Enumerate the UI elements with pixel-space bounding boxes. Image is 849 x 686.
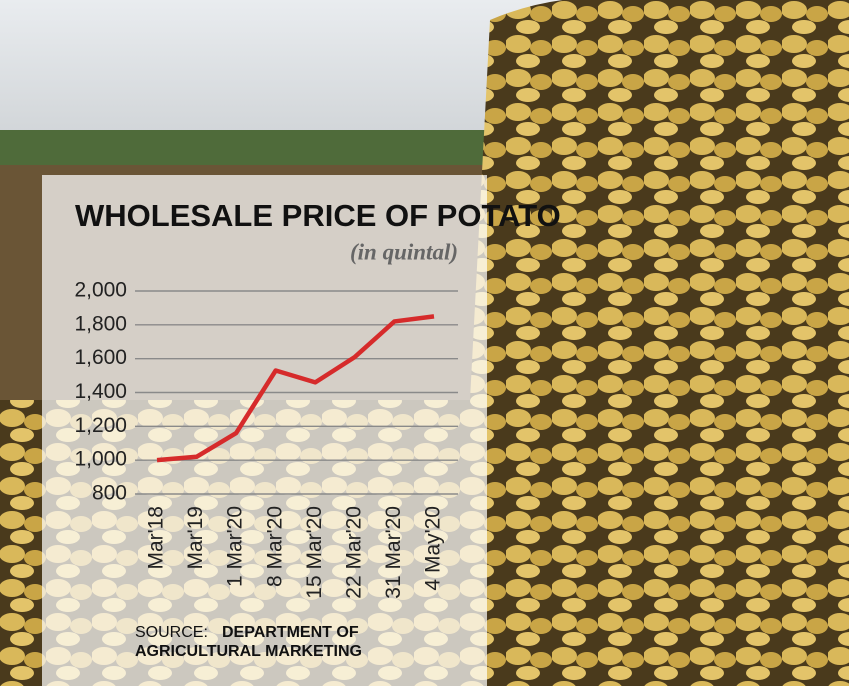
y-tick-label: 800	[92, 482, 127, 505]
y-tick-label: 1,200	[74, 414, 127, 437]
x-tick-label: 22 Mar'20	[342, 506, 365, 599]
y-tick-label: 1,800	[74, 312, 127, 335]
x-tick-label: 8 Mar'20	[263, 506, 286, 587]
y-tick-label: 1,400	[74, 380, 127, 403]
line	[156, 314, 435, 463]
chart-title: WHOLESALE PRICE OF POTATO	[75, 198, 561, 233]
trees	[0, 130, 500, 170]
x-tick-label: 1 Mar'20	[224, 506, 247, 587]
y-tick-label: 2,000	[74, 279, 127, 302]
chart-subtitle: (in quintal)	[350, 239, 458, 264]
panel	[42, 175, 487, 686]
source: AGRICULTURAL MARKETING	[135, 643, 362, 660]
y-tick-label: 1,000	[74, 448, 127, 471]
y-tick-label: 1,600	[74, 346, 127, 369]
x-tick-label: Mar'19	[184, 506, 207, 570]
source: DEPARTMENT OF	[222, 624, 359, 641]
x-tick-label: 4 May'20	[422, 506, 445, 591]
potato-basket	[470, 0, 849, 400]
source-label: SOURCE:	[135, 624, 208, 641]
x-tick-label: Mar'18	[145, 506, 168, 570]
x-tick-label: 31 Mar'20	[382, 506, 405, 599]
x-tick-label: 15 Mar'20	[303, 506, 326, 599]
